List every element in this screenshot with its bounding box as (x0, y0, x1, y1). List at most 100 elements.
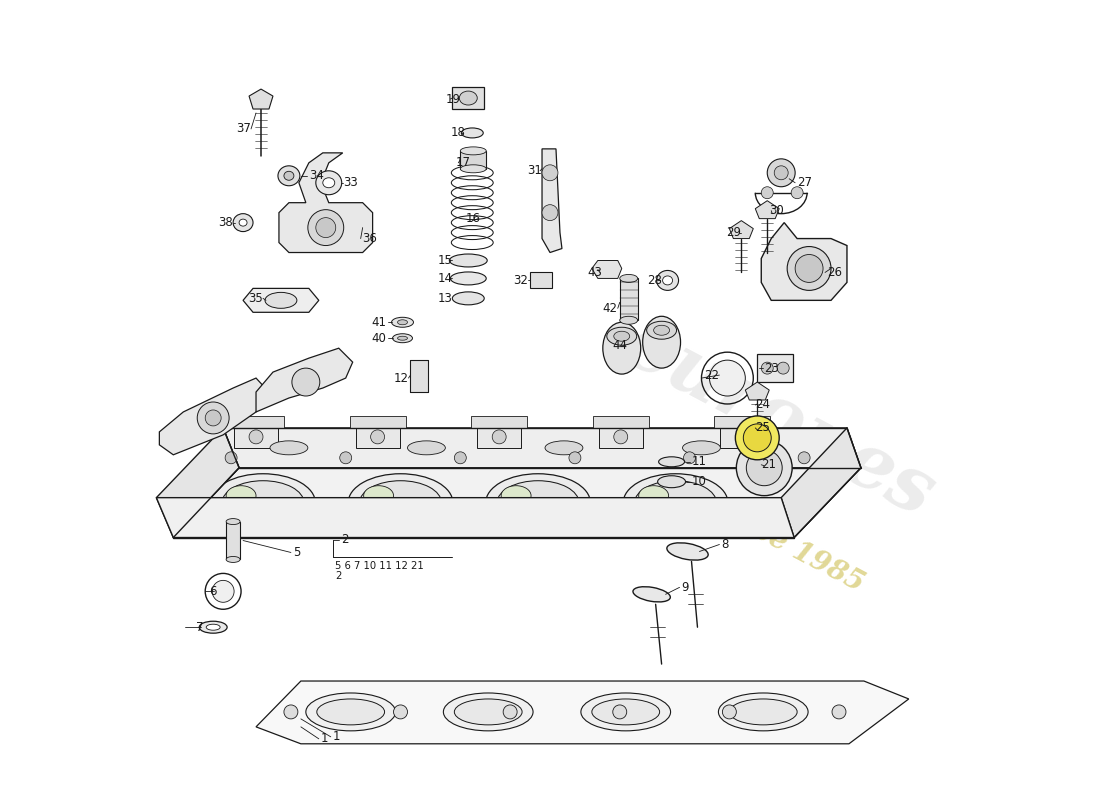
Circle shape (613, 705, 627, 719)
Ellipse shape (317, 699, 385, 725)
Text: 23: 23 (764, 362, 779, 374)
Text: 9: 9 (682, 581, 689, 594)
Text: 14: 14 (438, 272, 452, 285)
Ellipse shape (658, 476, 685, 488)
Text: 5 6 7 10 11 12 21: 5 6 7 10 11 12 21 (334, 562, 424, 571)
Circle shape (197, 402, 229, 434)
Ellipse shape (222, 481, 304, 525)
Bar (234, 426, 278, 448)
Polygon shape (174, 468, 861, 538)
Circle shape (744, 424, 771, 452)
Circle shape (791, 186, 803, 198)
Circle shape (542, 205, 558, 221)
Polygon shape (542, 149, 562, 253)
Bar (714, 416, 770, 428)
Ellipse shape (614, 331, 629, 342)
Text: 13: 13 (438, 292, 452, 305)
Ellipse shape (306, 693, 396, 731)
Text: 12: 12 (394, 371, 408, 385)
Circle shape (206, 410, 221, 426)
Circle shape (723, 705, 736, 719)
Text: 32: 32 (514, 274, 528, 287)
Circle shape (799, 452, 810, 464)
Ellipse shape (227, 486, 256, 506)
Ellipse shape (544, 441, 583, 455)
Ellipse shape (642, 316, 681, 368)
Text: 18: 18 (450, 126, 465, 139)
Polygon shape (160, 378, 270, 455)
Circle shape (832, 705, 846, 719)
Ellipse shape (397, 320, 407, 325)
Ellipse shape (397, 336, 407, 340)
Text: 24: 24 (756, 398, 770, 411)
Circle shape (710, 360, 746, 396)
Bar (757, 354, 793, 382)
Polygon shape (592, 261, 622, 278)
Ellipse shape (392, 318, 414, 327)
Polygon shape (761, 222, 847, 300)
Ellipse shape (497, 481, 579, 525)
Ellipse shape (657, 270, 679, 290)
Circle shape (795, 254, 823, 282)
Ellipse shape (682, 441, 720, 455)
Ellipse shape (227, 557, 240, 562)
Ellipse shape (360, 481, 441, 525)
Ellipse shape (450, 272, 486, 285)
Circle shape (774, 166, 789, 180)
Ellipse shape (667, 543, 708, 560)
Circle shape (454, 452, 466, 464)
Ellipse shape (624, 474, 728, 531)
Text: 1: 1 (333, 730, 340, 743)
Text: 27: 27 (798, 176, 812, 190)
Text: 21: 21 (761, 458, 777, 471)
Ellipse shape (460, 165, 486, 173)
Ellipse shape (206, 624, 220, 630)
Polygon shape (279, 153, 373, 253)
Polygon shape (256, 348, 353, 412)
Ellipse shape (284, 171, 294, 180)
Text: 7: 7 (196, 621, 204, 634)
Ellipse shape (619, 274, 638, 282)
Ellipse shape (227, 518, 240, 525)
Text: 10: 10 (692, 475, 706, 488)
Text: a passion since 1985: a passion since 1985 (571, 422, 868, 598)
Text: 36: 36 (363, 232, 377, 245)
Text: 15: 15 (438, 254, 452, 267)
Ellipse shape (364, 486, 394, 506)
Ellipse shape (460, 91, 477, 105)
Ellipse shape (450, 254, 487, 267)
Polygon shape (256, 681, 909, 744)
Circle shape (292, 368, 320, 396)
Ellipse shape (632, 586, 670, 602)
Bar (477, 426, 521, 448)
Polygon shape (746, 382, 769, 400)
Ellipse shape (407, 441, 446, 455)
Ellipse shape (316, 170, 342, 194)
Text: 40: 40 (372, 332, 386, 345)
Circle shape (316, 218, 336, 238)
Circle shape (249, 430, 263, 444)
Circle shape (503, 705, 517, 719)
Bar (452, 87, 484, 109)
Text: 34: 34 (309, 170, 323, 182)
Text: 17: 17 (455, 156, 471, 170)
Ellipse shape (322, 178, 334, 188)
Ellipse shape (460, 147, 486, 155)
Text: 43: 43 (587, 266, 602, 279)
Ellipse shape (639, 486, 669, 506)
Circle shape (226, 452, 238, 464)
Text: 33: 33 (343, 176, 358, 190)
Text: 41: 41 (372, 316, 386, 329)
Circle shape (778, 362, 789, 374)
Ellipse shape (452, 292, 484, 305)
Ellipse shape (443, 693, 534, 731)
Circle shape (371, 430, 385, 444)
Ellipse shape (684, 501, 711, 518)
Ellipse shape (603, 322, 640, 374)
Ellipse shape (607, 327, 637, 345)
Polygon shape (156, 498, 794, 538)
Circle shape (736, 430, 749, 444)
Text: 25: 25 (756, 422, 770, 434)
Text: 26: 26 (827, 266, 842, 279)
Polygon shape (249, 89, 273, 109)
